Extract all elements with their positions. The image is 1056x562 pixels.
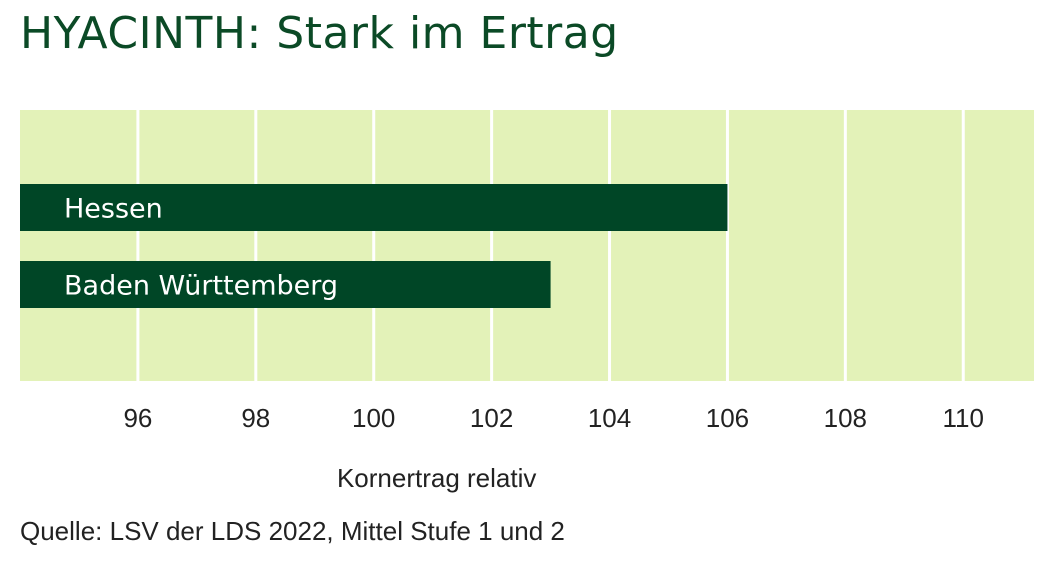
gridlines <box>136 110 965 381</box>
x-tick-label: 104 <box>588 403 631 433</box>
x-tick-label: 110 <box>943 403 984 433</box>
bar <box>20 261 551 308</box>
bar-category-label: Baden Württemberg <box>64 271 338 302</box>
bar-category-label: Hessen <box>64 194 163 225</box>
x-tick-label: 102 <box>470 403 513 433</box>
x-tick-label: 108 <box>824 403 867 433</box>
plot-background <box>20 110 1034 381</box>
x-tick-label: 100 <box>352 403 395 433</box>
x-tick-label: 96 <box>123 403 152 433</box>
bar <box>20 184 728 231</box>
x-axis-label: Kornertrag relativ <box>337 463 536 493</box>
source-note: Quelle: LSV der LDS 2022, Mittel Stufe 1… <box>20 516 565 546</box>
x-tick-label: 106 <box>706 403 749 433</box>
x-axis-ticks: 96 98 100 102 104 106 108 110 <box>123 403 984 433</box>
chart-title: HYACINTH: Stark im Ertrag <box>20 8 619 59</box>
bars: Hessen Baden Württemberg <box>20 184 728 308</box>
x-tick-label: 98 <box>241 403 270 433</box>
